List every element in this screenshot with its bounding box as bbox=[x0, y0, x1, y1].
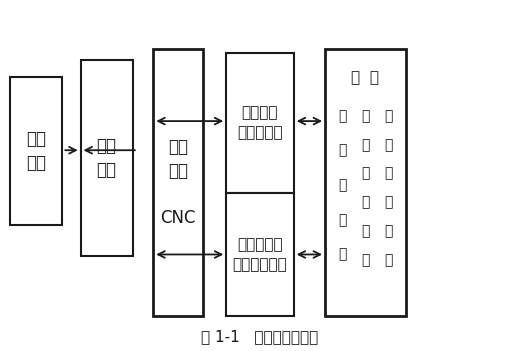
Text: 电控制装置
辅助控制即强: 电控制装置 辅助控制即强 bbox=[232, 237, 288, 272]
Text: 输入
装置: 输入 装置 bbox=[97, 137, 116, 179]
Text: 进: 进 bbox=[361, 109, 370, 123]
Text: 机: 机 bbox=[338, 213, 346, 227]
Text: 构: 构 bbox=[384, 253, 393, 267]
Text: 位置检测
伺服驱动及: 位置检测 伺服驱动及 bbox=[237, 105, 283, 140]
Text: 构: 构 bbox=[338, 247, 346, 261]
Text: 机: 机 bbox=[384, 224, 393, 238]
Text: 运: 运 bbox=[338, 144, 346, 158]
Text: 图 1-1   数控机床的组成: 图 1-1 数控机床的组成 bbox=[201, 329, 319, 344]
Text: 作: 作 bbox=[384, 196, 393, 210]
Text: 动: 动 bbox=[361, 196, 370, 210]
Text: 数控
装置

CNC: 数控 装置 CNC bbox=[160, 138, 196, 227]
Text: 主: 主 bbox=[338, 109, 346, 123]
Text: 动: 动 bbox=[384, 167, 393, 181]
Bar bbox=[81, 60, 133, 256]
Bar bbox=[226, 193, 294, 316]
Text: 运: 运 bbox=[361, 167, 370, 181]
Text: 动: 动 bbox=[338, 178, 346, 192]
Bar bbox=[325, 49, 406, 316]
Text: 机: 机 bbox=[361, 224, 370, 238]
Bar bbox=[226, 53, 294, 193]
Text: 辅: 辅 bbox=[384, 109, 393, 123]
Bar bbox=[153, 49, 203, 316]
Text: 助: 助 bbox=[384, 138, 393, 152]
Text: 给: 给 bbox=[361, 138, 370, 152]
Bar bbox=[10, 77, 62, 225]
Text: 机  床: 机 床 bbox=[352, 70, 379, 85]
Text: 程序
编制: 程序 编制 bbox=[27, 130, 46, 172]
Text: 构: 构 bbox=[361, 253, 370, 267]
